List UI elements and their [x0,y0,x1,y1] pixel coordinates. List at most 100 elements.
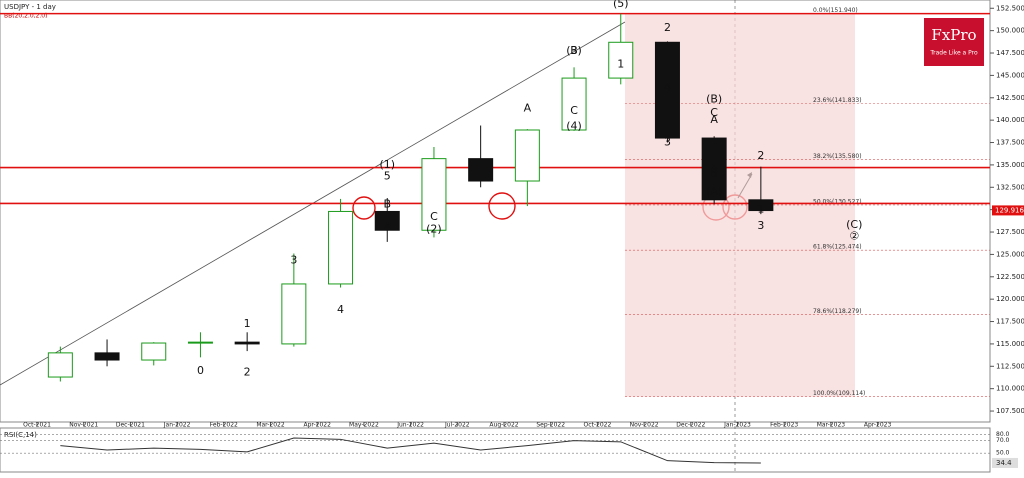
x-tick-label: Oct-2022 [583,422,611,429]
candle-body [421,158,447,231]
wave-label: 3 [757,219,764,232]
rsi-tick-label: 80.0 [996,431,1010,438]
price-tag [992,205,1024,216]
fib-label: 78.6%(118.279) [813,308,862,315]
wave-label: (A) [706,185,722,198]
rsi-value-label: 34.4 [996,459,1012,467]
candle-body [468,158,494,182]
x-tick-label: Jan-2022 [163,422,191,429]
wave-label: 4 [664,81,671,94]
candle-body [187,341,213,344]
x-tick-label: Mar-2022 [256,422,285,429]
wave-label: (1) [379,158,395,171]
fib-label: 61.8%(125.474) [813,244,862,251]
wave-label: (5) [613,0,629,10]
wave-label: 1 [244,317,251,330]
wave-label: ② [849,230,859,243]
wave-label: 1 [617,58,624,71]
wave-label: 2 [664,21,671,34]
y-tick-label: 135.000 [996,161,1024,169]
x-tick-label: Sep-2022 [536,422,565,429]
x-tick-label: Feb-2023 [770,422,798,429]
x-tick-label: Aug-2022 [489,422,518,429]
y-tick-label: 110.000 [996,385,1024,393]
candle-body [47,352,73,378]
x-tick-label: May-2022 [349,422,379,429]
x-tick-label: Feb-2022 [210,422,238,429]
x-tick-label: Apr-2022 [303,422,331,429]
wave-label: (3) [566,44,582,57]
indicator-label: BB(20,2.0,2.0) [4,13,47,20]
y-tick-label: 150.000 [996,27,1024,35]
wave-label: (2) [426,222,442,235]
wave-label: 4 [337,303,344,316]
logo-tagline: Trade Like a Pro [929,50,978,57]
wave-label: (B) [706,93,722,106]
wave-label: A [383,221,391,234]
wave-label: 5 [384,170,391,183]
wave-label: 0 [197,364,204,377]
candle-body [561,77,587,131]
wave-label: B [710,163,718,176]
candle-body [141,342,167,361]
wave-label: A [710,113,718,126]
rsi-line [60,437,761,464]
wave-label: 3 [664,136,671,149]
wave-label: (C) [846,218,862,231]
y-tick-label: 142.500 [996,94,1024,102]
price-label: 129.916 [995,206,1024,214]
y-tick-label: 140.000 [996,116,1024,124]
wave-label: C [430,210,438,223]
logo [924,18,984,66]
candle-body [514,129,540,182]
rsi-label: RSI(C,14) [4,431,37,439]
candle-body [94,352,120,361]
y-tick-label: 112.500 [996,362,1024,370]
y-tick-label: 127.500 [996,228,1024,236]
rsi-frame [0,427,991,473]
y-tick-label: 147.500 [996,49,1024,57]
x-tick-label: Apr-2023 [864,422,892,429]
rsi-tick-label: 50.0 [996,450,1010,457]
y-tick-label: 132.500 [996,183,1024,191]
fib-label: 50.0%(130.527) [813,198,862,205]
x-tick-label: Oct-2021 [23,422,51,429]
wave-label: 2 [757,149,764,162]
wave-label: C [570,104,578,117]
wave-label: 1 [757,203,764,216]
x-tick-label: Jul-2022 [444,422,470,429]
highlight-circle [488,192,516,220]
y-tick-label: 152.500 [996,4,1024,12]
y-tick-label: 117.500 [996,318,1024,326]
fib-label: 0.0%(151.940) [813,7,858,14]
highlight-circle [352,196,376,220]
y-tick-label: 125.000 [996,250,1024,258]
y-tick-label: 137.500 [996,139,1024,147]
wave-label: 5 [711,167,718,180]
y-tick-label: 145.000 [996,71,1024,79]
x-tick-label: Nov-2022 [630,422,659,429]
x-tick-label: Mar-2023 [817,422,846,429]
y-tick-label: 107.500 [996,407,1024,415]
candle-body [748,199,774,212]
y-tick-label: 120.000 [996,295,1024,303]
wave-label: 3 [290,254,297,267]
x-tick-label: Dec-2021 [116,422,145,429]
x-tick-label: Dec-2022 [676,422,705,429]
fib-label: 23.6%(141.833) [813,97,862,104]
candle-body [701,137,727,201]
fib-label: 38.2%(135.580) [813,153,862,160]
wave-label: 2 [244,366,251,379]
x-tick-label: Jan-2023 [723,422,751,429]
chart-title: USDJPY - 1 day [4,3,56,11]
rsi-tick-label: 70.0 [996,437,1010,444]
wave-label: C [710,106,718,119]
wave-label: A [524,102,532,115]
wave-label: B [570,44,578,57]
wave-label: (4) [566,119,582,132]
candle-body [654,41,680,139]
y-tick-label: 115.000 [996,340,1024,348]
fib-label: 100.0%(109.114) [813,390,865,397]
candle-body [234,341,260,345]
